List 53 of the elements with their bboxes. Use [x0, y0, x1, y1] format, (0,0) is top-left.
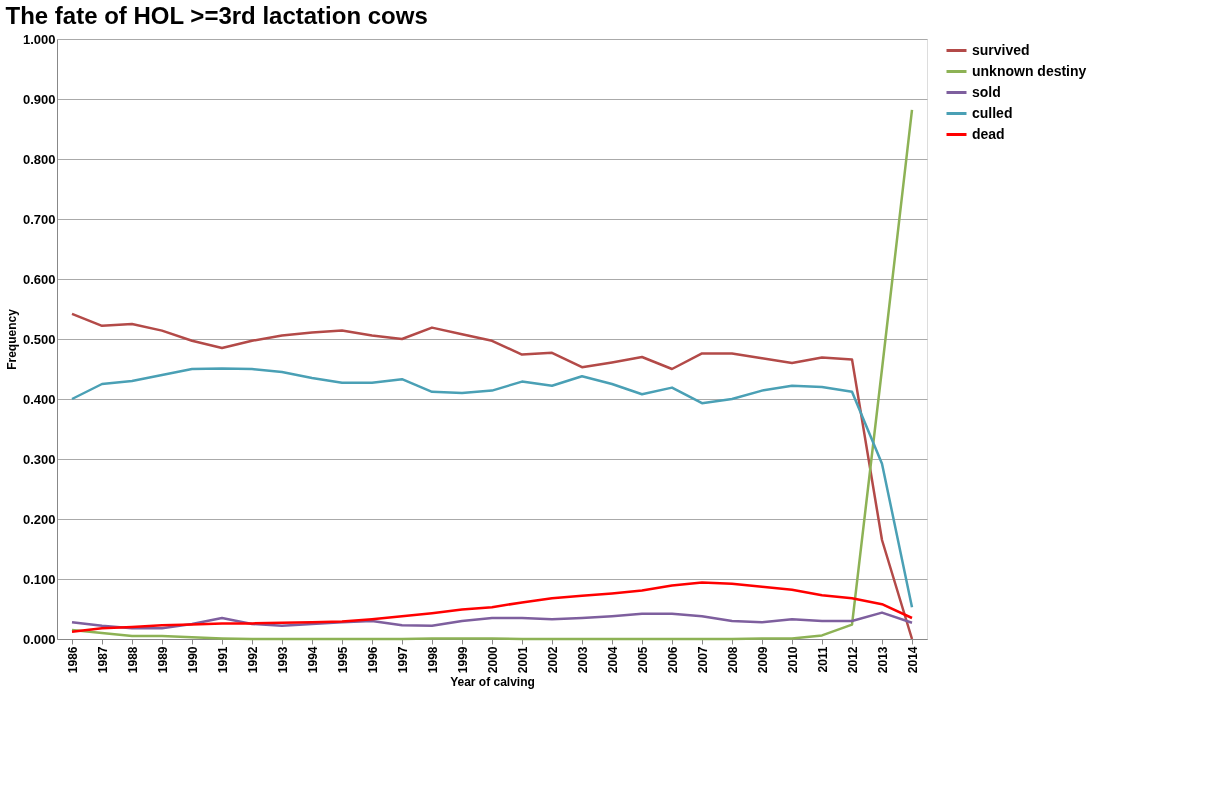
- x-tick-label: 1991: [215, 646, 230, 674]
- line-series: [70, 581, 914, 634]
- x-tick-label: 1992: [245, 646, 260, 674]
- x-tick-label: 1988: [125, 646, 140, 674]
- x-tick-label: 2008: [725, 646, 740, 674]
- x-tick-label: 2012: [845, 646, 860, 674]
- x-tick-label: 2004: [605, 646, 620, 674]
- y-tick-label: 0.400: [22, 391, 56, 407]
- chart-title: The fate of HOL >=3rd lactation cows: [5, 2, 428, 29]
- x-tick-label: 1987: [95, 646, 110, 674]
- x-tick-label: 1986: [65, 646, 80, 674]
- x-tick-label: 1999: [455, 646, 470, 674]
- line-series: [70, 611, 914, 630]
- line-series: [70, 367, 914, 609]
- legend-label: survived: [972, 41, 1030, 58]
- x-tick-label: 2005: [635, 646, 650, 674]
- y-axis-title: Frequency: [4, 308, 19, 370]
- line-series: [70, 312, 914, 641]
- y-tick-label: 0.300: [22, 451, 56, 467]
- x-tick-label: 2006: [665, 646, 680, 674]
- y-tick-label: 0.500: [22, 331, 56, 347]
- x-tick-label: 2009: [755, 646, 770, 674]
- x-tick-label: 2003: [575, 646, 590, 674]
- x-tick-label: 1996: [365, 646, 380, 674]
- legend-label: dead: [972, 125, 1005, 142]
- y-tick-label: 0.700: [22, 211, 56, 227]
- legend-label: unknown destiny: [972, 62, 1087, 79]
- x-tick-label: 2002: [545, 646, 560, 674]
- y-tick-label: 1.000: [22, 31, 56, 47]
- y-tick-label: 0.100: [22, 571, 56, 587]
- y-tick-label: 0.800: [22, 151, 56, 167]
- x-tick-label: 1989: [155, 646, 170, 674]
- x-tick-label: 2001: [515, 646, 530, 674]
- x-tick-label: 2000: [485, 646, 500, 674]
- x-tick-label: 2013: [875, 646, 890, 674]
- y-tick-label: 0.600: [22, 271, 56, 287]
- y-tick-label: 0.200: [22, 511, 56, 527]
- x-tick-label: 2014: [905, 646, 920, 674]
- x-tick-label: 1997: [395, 646, 410, 674]
- legend-label: culled: [972, 104, 1013, 121]
- x-axis-title: Year of calving: [450, 675, 535, 690]
- line-series: [70, 108, 914, 641]
- y-tick-label: 0.900: [22, 91, 56, 107]
- legend-label: sold: [972, 83, 1001, 100]
- x-tick-label: 1998: [425, 646, 440, 674]
- x-tick-label: 2010: [785, 646, 800, 674]
- x-tick-label: 1990: [185, 646, 200, 674]
- x-tick-label: 1993: [275, 646, 290, 674]
- y-tick-label: 0.000: [22, 631, 56, 647]
- x-tick-label: 2011: [815, 646, 830, 673]
- x-tick-label: 1994: [305, 646, 320, 674]
- x-tick-label: 2007: [695, 646, 710, 674]
- x-tick-label: 1995: [335, 646, 350, 674]
